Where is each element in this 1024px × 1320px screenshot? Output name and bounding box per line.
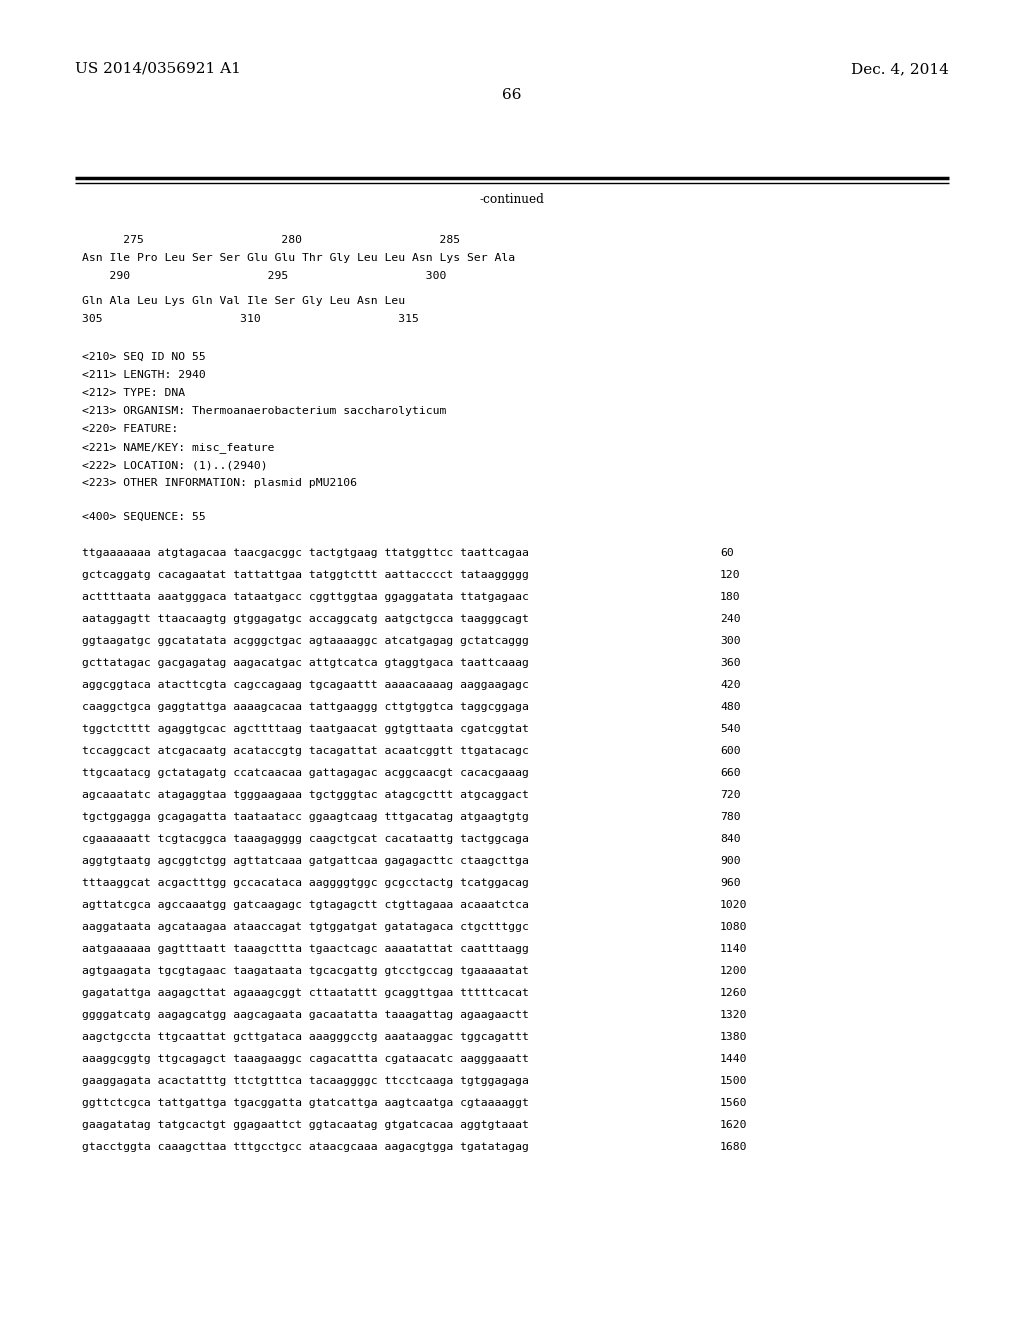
- Text: <212> TYPE: DNA: <212> TYPE: DNA: [82, 388, 185, 399]
- Text: aggtgtaatg agcggtctgg agttatcaaa gatgattcaa gagagacttc ctaagcttga: aggtgtaatg agcggtctgg agttatcaaa gatgatt…: [82, 855, 528, 866]
- Text: -continued: -continued: [479, 193, 545, 206]
- Text: 1020: 1020: [720, 900, 748, 909]
- Text: 540: 540: [720, 723, 740, 734]
- Text: 300: 300: [720, 636, 740, 645]
- Text: <223> OTHER INFORMATION: plasmid pMU2106: <223> OTHER INFORMATION: plasmid pMU2106: [82, 478, 357, 488]
- Text: 1200: 1200: [720, 966, 748, 975]
- Text: gtacctggta caaagcttaa tttgcctgcc ataacgcaaa aagacgtgga tgatatagag: gtacctggta caaagcttaa tttgcctgcc ataacgc…: [82, 1142, 528, 1152]
- Text: 1560: 1560: [720, 1098, 748, 1107]
- Text: 1080: 1080: [720, 921, 748, 932]
- Text: aagctgccta ttgcaattat gcttgataca aaagggcctg aaataaggac tggcagattt: aagctgccta ttgcaattat gcttgataca aaagggc…: [82, 1032, 528, 1041]
- Text: ttgcaatacg gctatagatg ccatcaacaa gattagagac acggcaacgt cacacgaaag: ttgcaatacg gctatagatg ccatcaacaa gattaga…: [82, 768, 528, 777]
- Text: gctcaggatg cacagaatat tattattgaa tatggtcttt aattacccct tataaggggg: gctcaggatg cacagaatat tattattgaa tatggtc…: [82, 570, 528, 579]
- Text: aaggataata agcataagaa ataaccagat tgtggatgat gatatagaca ctgctttggc: aaggataata agcataagaa ataaccagat tgtggat…: [82, 921, 528, 932]
- Text: 120: 120: [720, 570, 740, 579]
- Text: 600: 600: [720, 746, 740, 756]
- Text: tggctctttt agaggtgcac agcttttaag taatgaacat ggtgttaata cgatcggtat: tggctctttt agaggtgcac agcttttaag taatgaa…: [82, 723, 528, 734]
- Text: <210> SEQ ID NO 55: <210> SEQ ID NO 55: [82, 352, 206, 362]
- Text: 960: 960: [720, 878, 740, 888]
- Text: tgctggagga gcagagatta taataatacc ggaagtcaag tttgacatag atgaagtgtg: tgctggagga gcagagatta taataatacc ggaagtc…: [82, 812, 528, 822]
- Text: <220> FEATURE:: <220> FEATURE:: [82, 424, 178, 434]
- Text: 420: 420: [720, 680, 740, 690]
- Text: <222> LOCATION: (1)..(2940): <222> LOCATION: (1)..(2940): [82, 459, 267, 470]
- Text: 720: 720: [720, 789, 740, 800]
- Text: aataggagtt ttaacaagtg gtggagatgc accaggcatg aatgctgcca taagggcagt: aataggagtt ttaacaagtg gtggagatgc accaggc…: [82, 614, 528, 624]
- Text: 1500: 1500: [720, 1076, 748, 1086]
- Text: 60: 60: [720, 548, 734, 558]
- Text: acttttaata aaatgggaca tataatgacc cggttggtaa ggaggatata ttatgagaac: acttttaata aaatgggaca tataatgacc cggttgg…: [82, 591, 528, 602]
- Text: ggttctcgca tattgattga tgacggatta gtatcattga aagtcaatga cgtaaaaggt: ggttctcgca tattgattga tgacggatta gtatcat…: [82, 1098, 528, 1107]
- Text: aggcggtaca atacttcgta cagccagaag tgcagaattt aaaacaaaag aaggaagagc: aggcggtaca atacttcgta cagccagaag tgcagaa…: [82, 680, 528, 690]
- Text: 480: 480: [720, 702, 740, 711]
- Text: 780: 780: [720, 812, 740, 822]
- Text: 180: 180: [720, 591, 740, 602]
- Text: agtgaagata tgcgtagaac taagataata tgcacgattg gtcctgccag tgaaaaatat: agtgaagata tgcgtagaac taagataata tgcacga…: [82, 966, 528, 975]
- Text: aaaggcggtg ttgcagagct taaagaaggc cagacattta cgataacatc aagggaaatt: aaaggcggtg ttgcagagct taaagaaggc cagacat…: [82, 1053, 528, 1064]
- Text: 66: 66: [502, 88, 522, 102]
- Text: ttgaaaaaaa atgtagacaa taacgacggc tactgtgaag ttatggttcc taattcagaa: ttgaaaaaaa atgtagacaa taacgacggc tactgtg…: [82, 548, 528, 558]
- Text: 360: 360: [720, 657, 740, 668]
- Text: US 2014/0356921 A1: US 2014/0356921 A1: [75, 62, 241, 77]
- Text: 1260: 1260: [720, 987, 748, 998]
- Text: Dec. 4, 2014: Dec. 4, 2014: [851, 62, 949, 77]
- Text: 305                    310                    315: 305 310 315: [82, 314, 419, 323]
- Text: cgaaaaaatt tcgtacggca taaagagggg caagctgcat cacataattg tactggcaga: cgaaaaaatt tcgtacggca taaagagggg caagctg…: [82, 834, 528, 843]
- Text: agttatcgca agccaaatgg gatcaagagc tgtagagctt ctgttagaaa acaaatctca: agttatcgca agccaaatgg gatcaagagc tgtagag…: [82, 900, 528, 909]
- Text: 290                    295                    300: 290 295 300: [82, 271, 446, 281]
- Text: ggggatcatg aagagcatgg aagcagaata gacaatatta taaagattag agaagaactt: ggggatcatg aagagcatgg aagcagaata gacaata…: [82, 1010, 528, 1020]
- Text: 1620: 1620: [720, 1119, 748, 1130]
- Text: <213> ORGANISM: Thermoanaerobacterium saccharolyticum: <213> ORGANISM: Thermoanaerobacterium sa…: [82, 407, 446, 416]
- Text: 1440: 1440: [720, 1053, 748, 1064]
- Text: gagatattga aagagcttat agaaagcggt cttaatattt gcaggttgaa tttttcacat: gagatattga aagagcttat agaaagcggt cttaata…: [82, 987, 528, 998]
- Text: 660: 660: [720, 768, 740, 777]
- Text: 840: 840: [720, 834, 740, 843]
- Text: ggtaagatgc ggcatatata acgggctgac agtaaaaggc atcatgagag gctatcaggg: ggtaagatgc ggcatatata acgggctgac agtaaaa…: [82, 636, 528, 645]
- Text: Asn Ile Pro Leu Ser Ser Glu Glu Thr Gly Leu Leu Asn Lys Ser Ala: Asn Ile Pro Leu Ser Ser Glu Glu Thr Gly …: [82, 253, 515, 263]
- Text: 1140: 1140: [720, 944, 748, 954]
- Text: 275                    280                    285: 275 280 285: [82, 235, 460, 246]
- Text: aatgaaaaaa gagtttaatt taaagcttta tgaactcagc aaaatattat caatttaagg: aatgaaaaaa gagtttaatt taaagcttta tgaactc…: [82, 944, 528, 954]
- Text: agcaaatatc atagaggtaa tgggaagaaa tgctgggtac atagcgcttt atgcaggact: agcaaatatc atagaggtaa tgggaagaaa tgctggg…: [82, 789, 528, 800]
- Text: tccaggcact atcgacaatg acataccgtg tacagattat acaatcggtt ttgatacagc: tccaggcact atcgacaatg acataccgtg tacagat…: [82, 746, 528, 756]
- Text: 900: 900: [720, 855, 740, 866]
- Text: <221> NAME/KEY: misc_feature: <221> NAME/KEY: misc_feature: [82, 442, 274, 453]
- Text: caaggctgca gaggtattga aaaagcacaa tattgaaggg cttgtggtca taggcggaga: caaggctgca gaggtattga aaaagcacaa tattgaa…: [82, 702, 528, 711]
- Text: Gln Ala Leu Lys Gln Val Ile Ser Gly Leu Asn Leu: Gln Ala Leu Lys Gln Val Ile Ser Gly Leu …: [82, 296, 406, 306]
- Text: 240: 240: [720, 614, 740, 624]
- Text: <400> SEQUENCE: 55: <400> SEQUENCE: 55: [82, 512, 206, 521]
- Text: <211> LENGTH: 2940: <211> LENGTH: 2940: [82, 370, 206, 380]
- Text: tttaaggcat acgactttgg gccacataca aaggggtggc gcgcctactg tcatggacag: tttaaggcat acgactttgg gccacataca aaggggt…: [82, 878, 528, 888]
- Text: gcttatagac gacgagatag aagacatgac attgtcatca gtaggtgaca taattcaaag: gcttatagac gacgagatag aagacatgac attgtca…: [82, 657, 528, 668]
- Text: gaaggagata acactatttg ttctgtttca tacaaggggc ttcctcaaga tgtggagaga: gaaggagata acactatttg ttctgtttca tacaagg…: [82, 1076, 528, 1086]
- Text: 1320: 1320: [720, 1010, 748, 1020]
- Text: gaagatatag tatgcactgt ggagaattct ggtacaatag gtgatcacaa aggtgtaaat: gaagatatag tatgcactgt ggagaattct ggtacaa…: [82, 1119, 528, 1130]
- Text: 1380: 1380: [720, 1032, 748, 1041]
- Text: 1680: 1680: [720, 1142, 748, 1152]
